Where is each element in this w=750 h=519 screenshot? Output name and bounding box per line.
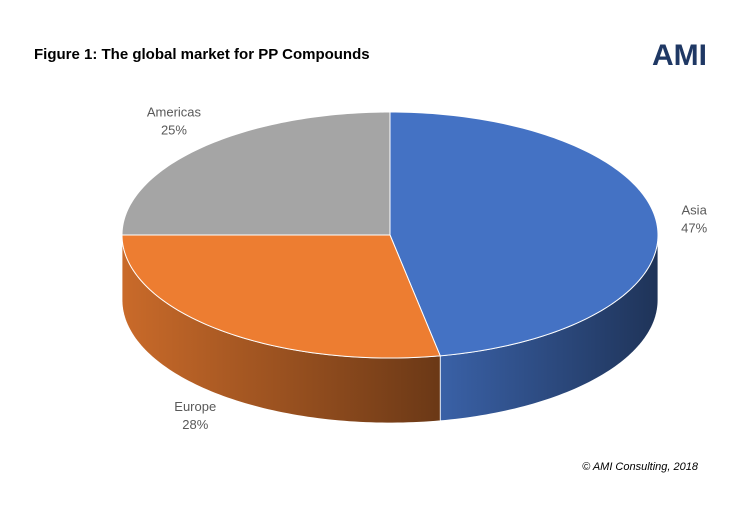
credit: © AMI Consulting, 2018 xyxy=(582,461,699,473)
pie-slice xyxy=(121,111,391,236)
pie-slice xyxy=(389,111,659,357)
logo: AMI xyxy=(652,39,707,72)
slice-value-label: 25% xyxy=(161,122,187,137)
slice-label: Europe xyxy=(174,399,216,414)
slice-label: Asia xyxy=(682,202,708,217)
slice-value-label: 47% xyxy=(681,220,707,235)
pie-slice xyxy=(121,234,441,359)
chart-title: Figure 1: The global market for PP Compo… xyxy=(34,46,370,63)
slice-label: Americas xyxy=(147,104,202,119)
slice-value-label: 28% xyxy=(182,417,208,432)
pie xyxy=(121,111,659,424)
